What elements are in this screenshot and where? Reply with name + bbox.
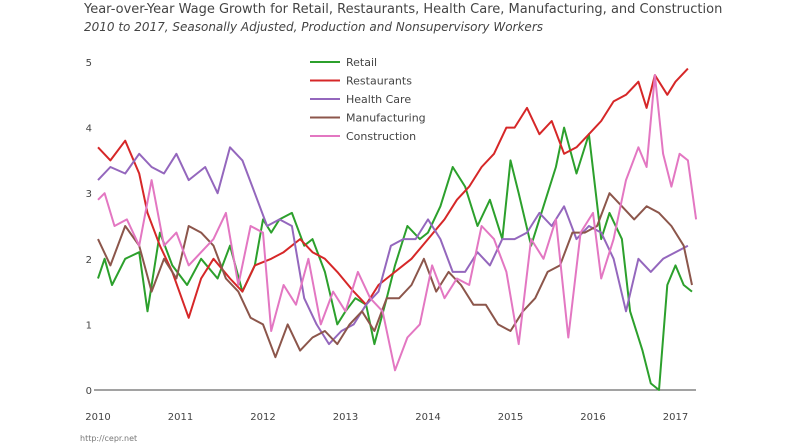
- series-line-manufacturing: [97, 192, 693, 359]
- x-tick-label: 2015: [498, 412, 523, 423]
- x-tick-label: 2017: [663, 412, 688, 423]
- y-tick-label: 1: [86, 320, 92, 331]
- legend-label-restaurants: Restaurants: [346, 75, 412, 88]
- series-line-restaurants: [97, 67, 689, 319]
- legend-label-retail: Retail: [346, 56, 377, 69]
- y-tick-label: 5: [86, 58, 92, 69]
- x-tick-label: 2012: [250, 412, 275, 423]
- legend-label-construction: Construction: [346, 130, 416, 143]
- chart-title: Year-over-Year Wage Growth for Retail, R…: [84, 2, 723, 17]
- legend-label-health-care: Health Care: [346, 93, 411, 106]
- legend-label-manufacturing: Manufacturing: [346, 112, 426, 125]
- series-line-construction: [97, 74, 698, 372]
- source-url: http://cepr.net: [80, 434, 138, 443]
- x-tick-label: 2014: [415, 412, 440, 423]
- y-tick-label: 2: [86, 255, 92, 266]
- x-tick-label: 2011: [168, 412, 193, 423]
- x-tick-label: 2016: [580, 412, 605, 423]
- x-tick-label: 2010: [85, 412, 110, 423]
- chart-subtitle: 2010 to 2017, Seasonally Adjusted, Produ…: [84, 20, 543, 34]
- series-line-health-care: [97, 146, 689, 346]
- y-tick-label: 3: [86, 189, 92, 200]
- y-tick-label: 4: [86, 124, 92, 135]
- y-tick-label: 0: [86, 386, 92, 397]
- x-tick-label: 2013: [333, 412, 358, 423]
- series-line-retail: [97, 126, 693, 391]
